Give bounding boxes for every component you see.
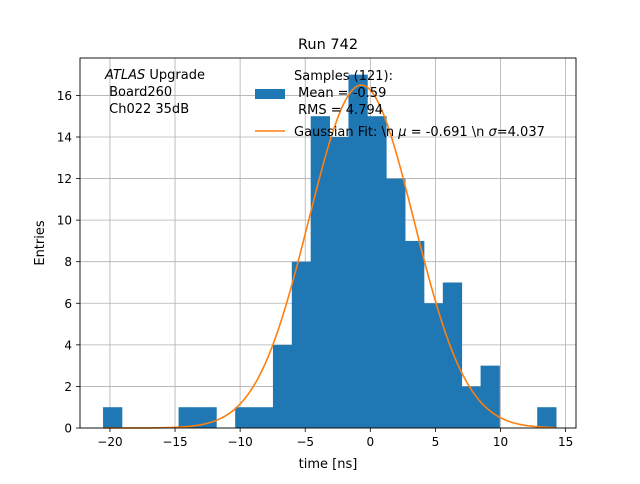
legend-samples-swatch bbox=[255, 89, 285, 99]
x-tick-label: 0 bbox=[366, 435, 374, 449]
annotation-upgrade: Upgrade bbox=[145, 68, 205, 83]
y-tick-label: 0 bbox=[64, 422, 72, 436]
histogram-bar bbox=[235, 407, 255, 428]
histogram-bar bbox=[386, 178, 406, 428]
histogram-bar bbox=[103, 407, 123, 428]
legend-fit-sigma-symbol: σ bbox=[489, 125, 498, 140]
legend-fit-label: Gaussian Fit: \n μ = -0.691 \n σ=4.037 bbox=[294, 125, 545, 140]
y-tick-label: 12 bbox=[57, 172, 72, 186]
y-tick-label: 10 bbox=[57, 214, 72, 228]
annotation-line-1: ATLAS Upgrade bbox=[104, 68, 205, 83]
x-tick-label: −20 bbox=[97, 435, 122, 449]
legend-fit-mu-symbol: μ bbox=[397, 125, 406, 140]
histogram-bar bbox=[272, 344, 293, 428]
histogram-bars bbox=[103, 74, 557, 429]
legend: Samples (121): Mean = -0.59 RMS = 4.794 … bbox=[255, 69, 545, 140]
histogram-bar bbox=[348, 74, 368, 428]
legend-fit-prefix: Gaussian Fit: \n bbox=[294, 125, 398, 140]
annotation-line-2: Board260 bbox=[105, 85, 172, 100]
annotation-text: ATLAS Upgrade Board260 Ch022 35dB bbox=[104, 68, 205, 117]
chart-title: Run 742 bbox=[298, 37, 358, 53]
histogram-bar bbox=[291, 261, 312, 428]
histogram-bar bbox=[480, 365, 500, 428]
histogram-bar bbox=[329, 136, 349, 428]
y-tick-label: 4 bbox=[64, 338, 72, 352]
histogram-bar bbox=[178, 407, 198, 428]
gaussian-fit-curve bbox=[103, 84, 556, 429]
histogram-bar bbox=[310, 116, 330, 429]
y-tick-label: 16 bbox=[57, 89, 72, 103]
x-tick-label: 5 bbox=[432, 435, 440, 449]
x-tick-label: −10 bbox=[227, 435, 252, 449]
plot-frame bbox=[79, 57, 577, 429]
histogram-bar bbox=[537, 407, 557, 428]
legend-fit-mu-value: = -0.691 \n bbox=[407, 125, 489, 140]
histogram-bar bbox=[405, 240, 425, 428]
x-axis-ticks: −20 −15 −10 −5 0 5 10 15 bbox=[97, 428, 573, 449]
legend-samples-mean: Mean = -0.59 bbox=[294, 86, 386, 101]
y-tick-label: 8 bbox=[64, 255, 72, 269]
histogram-bar bbox=[442, 282, 463, 428]
y-tick-label: 2 bbox=[64, 380, 72, 394]
y-tick-label: 14 bbox=[57, 130, 72, 144]
x-tick-label: −15 bbox=[162, 435, 187, 449]
legend-samples-title: Samples (121): bbox=[294, 69, 393, 84]
y-axis-label: Entries bbox=[33, 220, 48, 266]
annotation-line-3: Ch022 35dB bbox=[105, 102, 189, 117]
x-tick-label: −5 bbox=[296, 435, 314, 449]
y-tick-label: 6 bbox=[64, 297, 72, 311]
x-axis-label: time [ns] bbox=[299, 457, 358, 472]
histogram-bar bbox=[423, 303, 444, 428]
annotation-atlas: ATLAS bbox=[104, 68, 145, 83]
histogram-bar bbox=[254, 407, 274, 428]
legend-samples-rms: RMS = 4.794 bbox=[294, 103, 383, 118]
histogram-bar bbox=[461, 386, 481, 428]
legend-fit-sigma-value: =4.037 bbox=[497, 125, 545, 140]
x-tick-label: 15 bbox=[558, 435, 573, 449]
x-tick-label: 10 bbox=[493, 435, 508, 449]
histogram-bar bbox=[367, 116, 387, 429]
y-axis-ticks: 0 2 4 6 8 10 12 14 16 bbox=[57, 89, 80, 436]
